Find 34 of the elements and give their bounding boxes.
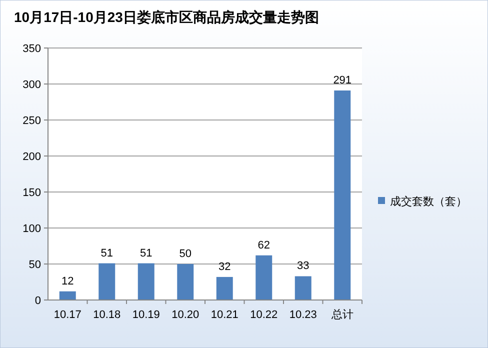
data-label: 62 (258, 239, 270, 252)
data-label: 32 (218, 260, 231, 273)
data-label: 51 (140, 247, 152, 260)
x-tick-label: 10.23 (289, 309, 317, 321)
bar (138, 263, 154, 300)
y-tick-label: 50 (28, 259, 41, 271)
y-tick-label: 350 (22, 43, 41, 55)
x-tick-label: 10.22 (250, 309, 278, 321)
bar (177, 264, 194, 300)
data-label: 50 (179, 248, 192, 260)
y-tick-label: 100 (22, 223, 41, 235)
x-tick-label: 10.17 (54, 309, 82, 321)
data-label: 291 (333, 74, 352, 86)
data-label: 33 (297, 260, 310, 272)
bar (216, 276, 233, 300)
legend-label: 成交套数（套） (390, 195, 467, 208)
x-tick-label: 总计 (330, 308, 354, 321)
chart-title: 10月17日-10月23日娄底市区商品房成交量走势图 (14, 9, 319, 25)
bar (294, 276, 312, 300)
y-tick-label: 300 (22, 79, 41, 91)
bar (334, 90, 351, 300)
x-tick-label: 10.18 (93, 309, 121, 321)
x-tick-label: 10.20 (172, 309, 200, 321)
x-tick-label: 10.19 (132, 309, 160, 321)
data-label: 51 (100, 247, 113, 260)
bar (98, 263, 116, 300)
bar (59, 291, 76, 300)
x-tick-label: 10.21 (210, 309, 238, 321)
y-tick-label: 0 (34, 295, 41, 307)
y-tick-label: 150 (22, 187, 41, 199)
y-tick-label: 250 (22, 115, 41, 127)
y-tick-label: 200 (22, 151, 41, 163)
bar (256, 255, 272, 300)
data-label: 12 (62, 275, 74, 288)
